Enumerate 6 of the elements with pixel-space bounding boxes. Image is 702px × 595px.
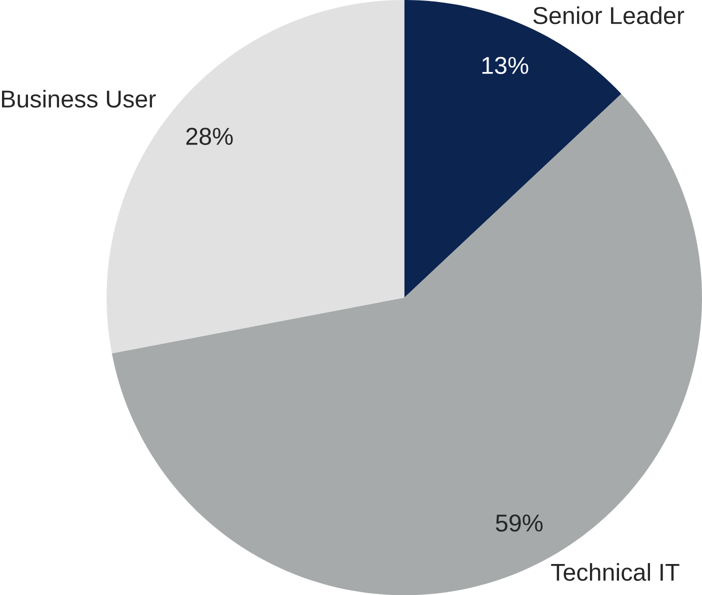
slice-label: Technical IT <box>551 562 680 581</box>
slice-label: Business User <box>2 90 156 108</box>
data-label: 59% <box>496 514 543 532</box>
data-label: 28% <box>186 128 233 145</box>
data-label: 13% <box>482 56 528 74</box>
slice-label: Senior Leader <box>533 6 684 24</box>
